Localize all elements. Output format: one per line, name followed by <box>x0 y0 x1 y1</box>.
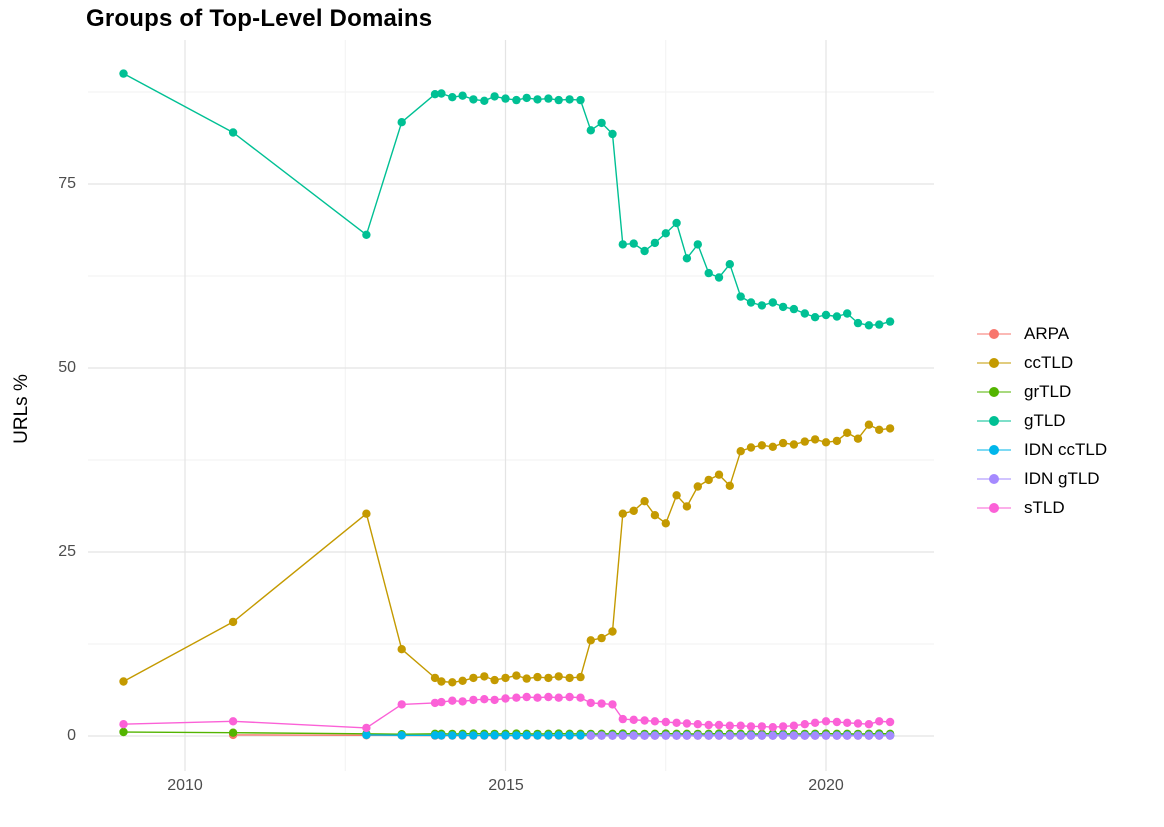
legend-item-label: ARPA <box>1024 323 1070 343</box>
x-tick-label-2010: 2010 <box>167 777 203 794</box>
legend-key-icon <box>977 473 1011 484</box>
legend-key-icon <box>977 444 1011 455</box>
chart-title: Groups of Top-Level Domains <box>86 5 433 32</box>
legend-key-icon <box>977 357 1011 368</box>
series-IDN-gTLD <box>586 731 895 740</box>
legend-item-label: IDN ccTLD <box>1024 439 1108 459</box>
legend-item-label: grTLD <box>1024 381 1072 401</box>
legend-key-icon <box>977 502 1011 513</box>
plot-area-svg <box>88 40 934 771</box>
legend-item-label: sTLD <box>1024 497 1065 517</box>
y-tick-label-75: 75 <box>58 175 76 192</box>
legend-item-idn-gtld: IDN gTLD <box>976 464 1107 493</box>
series-gTLD <box>119 69 895 330</box>
y-axis-title: URLs % <box>11 374 32 444</box>
legend-item-idn-cctld: IDN ccTLD <box>976 435 1107 464</box>
legend-item-label: IDN gTLD <box>1024 468 1100 488</box>
series-ccTLD <box>119 420 895 687</box>
legend-item-label: ccTLD <box>1024 352 1074 372</box>
x-tick-label-2015: 2015 <box>488 777 524 794</box>
legend-item-cctld: ccTLD <box>976 348 1107 377</box>
y-tick-label-50: 50 <box>58 359 76 376</box>
y-tick-label-0: 0 <box>67 727 76 744</box>
legend-key-icon <box>977 415 1011 426</box>
legend-item-grtld: grTLD <box>976 377 1107 406</box>
legend-item-stld: sTLD <box>976 493 1107 522</box>
legend-item-arpa: ARPA <box>976 319 1107 348</box>
legend-item-gtld: gTLD <box>976 406 1107 435</box>
legend-key-icon <box>977 386 1011 397</box>
legend-key-icon <box>977 328 1011 339</box>
y-tick-label-25: 25 <box>58 543 76 560</box>
x-tick-label-2020: 2020 <box>808 777 844 794</box>
series-sTLD <box>119 692 895 733</box>
legend: ARPA ccTLD grTLD gTLD IDN ccTLD IDN gTLD… <box>976 319 1107 522</box>
legend-item-label: gTLD <box>1024 410 1066 430</box>
